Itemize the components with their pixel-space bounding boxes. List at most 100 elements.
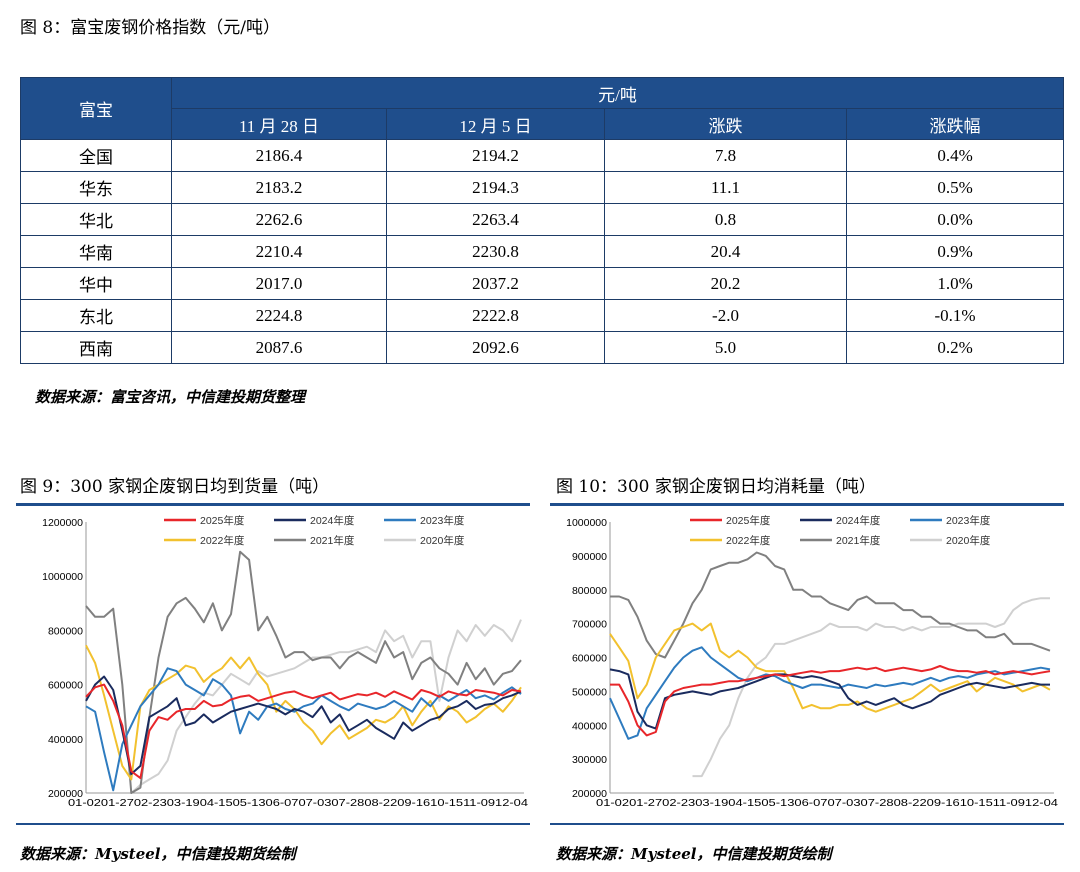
legend-label: 2021年度 — [836, 534, 881, 547]
series-line-2024年度 — [85, 675, 522, 775]
percent-cell: 0.2% — [845, 331, 1065, 364]
change-cell: 5.0 — [604, 331, 847, 364]
series-line-2025年度 — [85, 683, 522, 780]
percent-cell: -0.1% — [845, 299, 1065, 332]
series-line-2024年度 — [609, 668, 1050, 730]
y-tick-label: 400000 — [572, 720, 607, 732]
y-tick-label: 1000000 — [566, 517, 607, 529]
value-cell: 2186.4 — [171, 139, 387, 172]
table-row: 华东 2183.2 2194.3 11.1 0.5% — [20, 171, 1065, 204]
change-cell: 11.1 — [604, 171, 847, 204]
value-cell: 2194.3 — [386, 171, 605, 204]
fig8-source: 数据来源：富宝咨讯，中信建投期货整理 — [35, 388, 306, 406]
value-cell: 2230.8 — [386, 235, 605, 268]
fig10-bottom-rule — [550, 823, 1064, 825]
percent-cell: 0.5% — [845, 171, 1065, 204]
legend-label: 2025年度 — [200, 514, 245, 527]
value-cell: 2092.6 — [386, 331, 605, 364]
fig9-top-rule — [16, 503, 530, 506]
value-cell: 2087.6 — [171, 331, 387, 364]
price-index-table: 富宝 元/吨 11 月 28 日 12 月 5 日 涨跌 涨跌幅 全国 2186… — [20, 77, 1065, 364]
value-cell: 2210.4 — [171, 235, 387, 268]
series-line-2021年度 — [610, 551, 1051, 659]
region-cell: 华东 — [20, 171, 172, 204]
y-tick-label: 800000 — [48, 625, 83, 637]
series-line-2021年度 — [85, 550, 522, 794]
column-header: 11 月 28 日 — [171, 108, 387, 140]
table-row: 东北 2224.8 2222.8 -2.0 -0.1% — [20, 299, 1065, 332]
region-cell: 华南 — [20, 235, 172, 268]
fig9-bottom-rule — [16, 823, 530, 825]
legend-label: 2023年度 — [420, 514, 465, 527]
fig10-top-rule — [550, 503, 1064, 506]
y-tick-label: 500000 — [572, 686, 607, 698]
series-line-2023年度 — [609, 646, 1051, 740]
value-cell: 2224.8 — [171, 299, 387, 332]
value-cell: 2183.2 — [171, 171, 387, 204]
legend-label: 2024年度 — [836, 514, 881, 527]
value-cell: 2262.6 — [171, 203, 387, 236]
percent-cell: 0.9% — [845, 235, 1065, 268]
column-header: 涨跌幅 — [845, 108, 1065, 140]
fig9-arrival-chart: 1200000 1000000 800000 600000 400000 20000001… — [42, 514, 528, 809]
fig8-title: 图 8：富宝废钢价格指数（元/吨） — [20, 18, 280, 38]
y-tick-label: 200000 — [572, 788, 607, 800]
y-tick-label: 800000 — [572, 585, 607, 597]
series-line-2020年度 — [130, 619, 522, 794]
percent-cell: 0.0% — [845, 203, 1065, 236]
legend-label: 2024年度 — [310, 514, 355, 527]
region-cell: 西南 — [20, 331, 172, 364]
table-row: 西南 2087.6 2092.6 5.0 0.2% — [20, 331, 1065, 364]
legend-label: 2020年度 — [946, 534, 991, 547]
x-tick-labels: 01-0201-2702-2303-1904-1505-1306-0707-03… — [596, 797, 1058, 809]
percent-cell: 0.4% — [845, 139, 1065, 172]
series-line-2023年度 — [85, 667, 522, 792]
fig9-source: 数据来源：Mysteel，中信建投期货绘制 — [20, 845, 296, 863]
region-cell: 全国 — [20, 139, 172, 172]
fig10-consumption-chart: 1000000 900000 800000 700000 600000 500000 400… — [566, 514, 1058, 809]
fig9-title: 图 9：300 家钢企废钢日均到货量（吨） — [20, 477, 330, 497]
value-cell: 2263.4 — [386, 203, 605, 236]
region-cell: 华中 — [20, 267, 172, 300]
legend-label: 2021年度 — [310, 534, 355, 547]
series-line-2020年度 — [692, 597, 1050, 778]
region-cell: 东北 — [20, 299, 172, 332]
legend-label: 2023年度 — [946, 514, 991, 527]
table-row: 华南 2210.4 2230.8 20.4 0.9% — [20, 235, 1065, 268]
y-tick-label: 600000 — [48, 680, 83, 692]
value-cell: 2037.2 — [386, 267, 605, 300]
y-tick-label: 600000 — [572, 653, 607, 665]
y-tick-label: 900000 — [572, 551, 607, 563]
series-line-2025年度 — [610, 665, 1051, 737]
y-tick-label: 400000 — [48, 734, 83, 746]
value-cell: 2222.8 — [386, 299, 605, 332]
column-header: 涨跌 — [604, 108, 847, 140]
x-tick-labels: 01-0201-2702-2303-1904-1505-1306-0707-03… — [68, 797, 528, 809]
change-cell: 20.4 — [604, 235, 847, 268]
region-cell: 华北 — [20, 203, 172, 236]
y-tick-label: 1200000 — [42, 517, 83, 529]
table-row: 华北 2262.6 2263.4 0.8 0.0% — [20, 203, 1065, 236]
value-cell: 2194.2 — [386, 139, 605, 172]
table-row: 华中 2017.0 2037.2 20.2 1.0% — [20, 267, 1065, 300]
change-cell: 0.8 — [604, 203, 847, 236]
change-cell: 20.2 — [604, 267, 847, 300]
fig10-source: 数据来源：Mysteel，中信建投期货绘制 — [556, 845, 832, 863]
fig10-title: 图 10：300 家钢企废钢日均消耗量（吨） — [556, 477, 876, 497]
percent-cell: 1.0% — [845, 267, 1065, 300]
header-unit-cell: 元/吨 — [170, 77, 1065, 109]
y-tick-label: 200000 — [48, 788, 83, 800]
legend-label: 2022年度 — [200, 534, 245, 547]
header-group-cell: 富宝 — [20, 77, 172, 140]
change-cell: -2.0 — [604, 299, 847, 332]
y-tick-label: 300000 — [572, 754, 607, 766]
y-tick-label: 700000 — [572, 619, 607, 631]
column-header: 12 月 5 日 — [386, 108, 605, 140]
legend-label: 2022年度 — [726, 534, 771, 547]
y-tick-label: 1000000 — [42, 571, 83, 583]
value-cell: 2017.0 — [171, 267, 387, 300]
legend-label: 2020年度 — [420, 534, 465, 547]
legend-label: 2025年度 — [726, 514, 771, 527]
table-row: 全国 2186.4 2194.2 7.8 0.4% — [20, 139, 1065, 172]
change-cell: 7.8 — [604, 139, 847, 172]
